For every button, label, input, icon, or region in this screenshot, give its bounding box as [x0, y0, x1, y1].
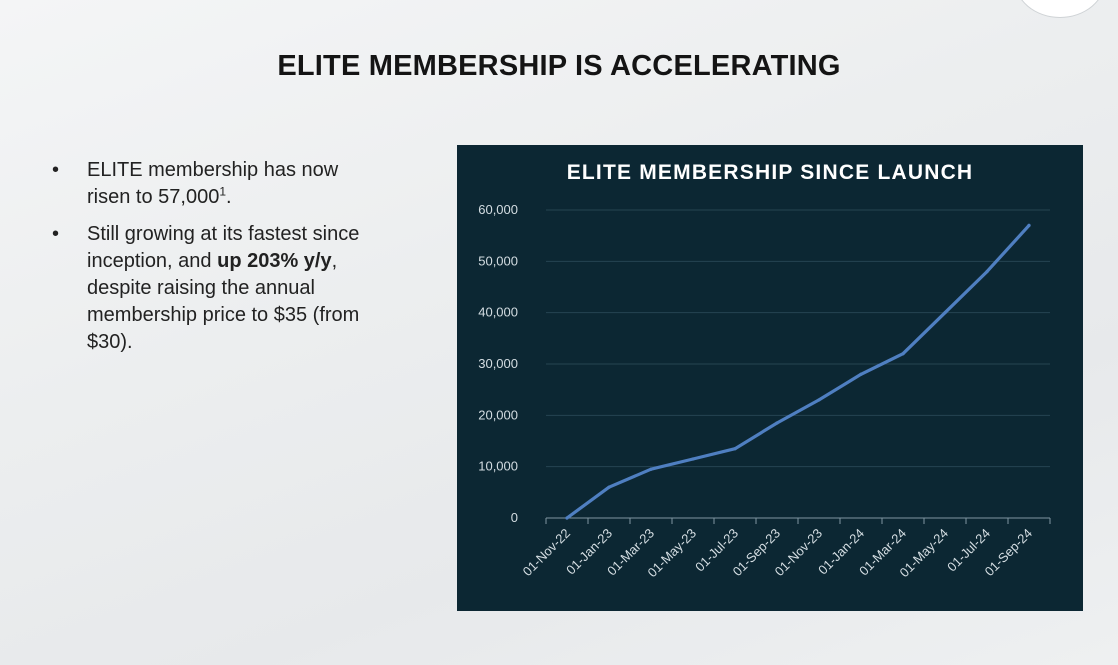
y-tick-label: 40,000	[478, 305, 518, 320]
bullet-list: • ELITE membership has now risen to 57,0…	[52, 157, 382, 366]
data-point	[565, 516, 569, 520]
data-point	[943, 311, 947, 315]
y-tick-label: 30,000	[478, 356, 518, 371]
bullet-highlight: up 203% y/y	[217, 250, 332, 272]
chart-title: ELITE MEMBERSHIP SINCE LAUNCH	[566, 161, 974, 184]
page-title: ELITE MEMBERSHIP IS ACCELERATING	[277, 50, 841, 82]
bullet-item: • ELITE membership has now risen to 57,0…	[52, 157, 382, 211]
y-tick-label: 20,000	[478, 407, 518, 422]
corner-decoration	[1014, 0, 1106, 18]
data-point	[985, 270, 989, 274]
data-point	[901, 352, 905, 356]
data-point	[1027, 223, 1031, 227]
x-tick-label: 01-Nov-22	[520, 526, 574, 580]
bullet-dot-icon: •	[52, 159, 60, 181]
data-point	[691, 457, 695, 461]
data-point	[775, 421, 779, 425]
y-tick-label: 0	[511, 510, 518, 525]
gridlines	[546, 209, 1050, 468]
x-axis: 01-Nov-2201-Jan-2301-Mar-2301-May-2301-J…	[520, 517, 1051, 580]
bullet-dot-icon: •	[52, 223, 60, 245]
chart-panel: 0 10,000 20,000 30,000 40,000 50,000 60,000 01…	[457, 145, 1083, 611]
bullet-text-end: , despite raising the annual membership …	[87, 250, 360, 353]
data-point	[607, 485, 611, 489]
bullet-item: • Still growing at its fastest since inc…	[52, 221, 382, 356]
bullet-text: Still growing at its fastest since incep…	[87, 223, 360, 272]
data-point	[859, 372, 863, 376]
series-line	[565, 223, 1031, 520]
data-point	[817, 398, 821, 402]
y-tick-label: 10,000	[478, 459, 518, 474]
y-tick-label: 50,000	[478, 253, 518, 268]
y-tick-label: 60,000	[478, 202, 518, 217]
footnote-marker: 1	[219, 184, 227, 199]
bullet-text-end: .	[226, 186, 232, 208]
bullet-text: ELITE membership has now risen to 57,000	[87, 159, 339, 208]
y-axis: 0 10,000 20,000 30,000 40,000 50,000 60,000	[478, 202, 518, 525]
data-point	[649, 467, 653, 471]
series-layer	[565, 223, 1031, 520]
data-point	[733, 447, 737, 451]
line-chart: 0 10,000 20,000 30,000 40,000 50,000 60,000 01…	[478, 202, 1051, 580]
